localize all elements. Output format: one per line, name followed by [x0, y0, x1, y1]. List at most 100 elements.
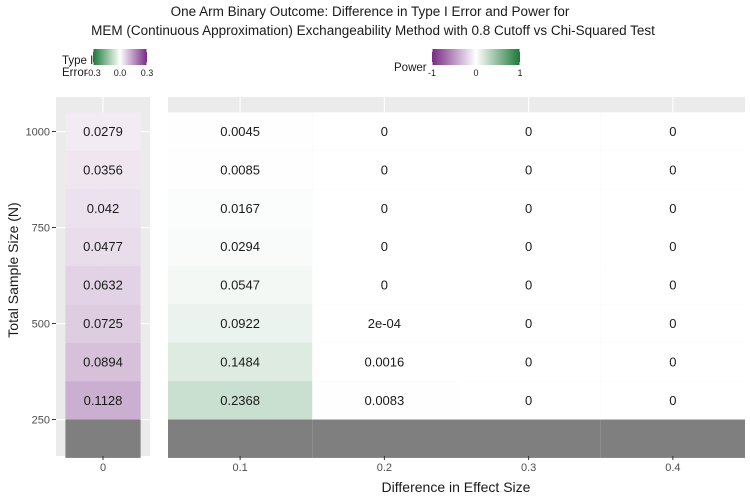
heatmap-cell: [456, 342, 601, 382]
cell-label: 0: [525, 201, 532, 216]
heatmap-cell: [600, 189, 745, 228]
chart-title-line-1: One Arm Binary Outcome: Difference in Ty…: [171, 4, 570, 19]
y-axis-title: Total Sample Size (N): [5, 202, 21, 337]
cell-label: 0.0725: [83, 316, 123, 331]
legend-tick-label: -0.3: [85, 68, 101, 78]
y-tick-label: 250: [32, 415, 50, 427]
heatmap-cell: [456, 265, 601, 305]
y-axis: 250 500 750 1000: [26, 127, 56, 427]
heatmap-cell: [600, 304, 745, 343]
cell-label: 0.0279: [83, 124, 123, 139]
cell-label: 0: [669, 354, 676, 369]
heatmap-cell: [456, 419, 601, 458]
heatmap-cell: [65, 342, 141, 382]
heatmap-cell: [168, 265, 313, 305]
cell-label: 0: [525, 124, 532, 139]
cell-label: 0: [525, 316, 532, 331]
heatmap-cell: [168, 189, 313, 228]
legend-tick-label: 0: [473, 68, 478, 78]
heatmap-cell: [168, 381, 313, 420]
x-tick-label: 0.3: [521, 462, 536, 474]
heatmap-cell: [65, 265, 141, 305]
heatmap-cell: [600, 381, 745, 420]
chart-title: One Arm Binary Outcome: Difference in Ty…: [91, 4, 655, 38]
x-tick-label: 0.4: [665, 462, 680, 474]
cell-label: 0.0547: [220, 278, 260, 293]
heatmap-cell: [600, 150, 745, 190]
cell-label: 0.0894: [83, 354, 123, 369]
heatmap-cell: [65, 381, 141, 420]
heatmap-cell: [312, 189, 457, 228]
heatmap-cell: [65, 304, 141, 343]
cell-label: 0: [381, 162, 388, 177]
chart-title-line-2: MEM (Continuous Approximation) Exchangea…: [91, 23, 655, 38]
heatmap-cell: [456, 381, 601, 420]
x-tick-label: 0: [100, 462, 106, 474]
panel-type1: 0.0279 0.0356 0.042 0.0477 0.0632 0.0725 0.089…: [56, 97, 150, 474]
heatmap-cell: [65, 150, 141, 190]
heatmap-cell: [456, 112, 601, 151]
heatmap-cell: [600, 342, 745, 382]
cell-label: 0.0085: [220, 162, 260, 177]
heatmap-cell: [312, 419, 457, 458]
cell-label: 0: [669, 124, 676, 139]
heatmap-cell: [600, 265, 745, 305]
heatmap-cell: [600, 419, 745, 458]
cell-label: 0: [525, 239, 532, 254]
heatmap-cell: [168, 342, 313, 382]
legend-power: Power -1 0 1: [394, 49, 523, 78]
heatmap-cell: [312, 342, 457, 382]
cell-label: 0.0632: [83, 278, 123, 293]
cell-label: 0: [381, 201, 388, 216]
tiles: 0.0045 0.0085 0.0167 0.0294 0.0547 0.0922 0.14…: [168, 112, 745, 458]
heatmap-cell: [456, 227, 601, 266]
cell-label: 0.2368: [220, 393, 260, 408]
heatmap-cell: [168, 304, 313, 343]
heatmap-cell: [600, 112, 745, 151]
legend-colorbar: [93, 49, 147, 65]
x-axis-title: Difference in Effect Size: [382, 479, 531, 495]
heatmap-cell: [65, 227, 141, 266]
cell-label: 0.0045: [220, 124, 260, 139]
cell-label: 0.0016: [364, 354, 404, 369]
cell-label: 0: [669, 201, 676, 216]
cell-label: 0: [381, 124, 388, 139]
legend-colorbar: [432, 49, 520, 65]
legend-title: Type I: [62, 55, 93, 67]
cell-label: 2e-04: [368, 316, 401, 331]
legend-title: Error: [62, 67, 88, 79]
x-tick-label: 0.2: [377, 462, 392, 474]
cell-label: 0: [381, 239, 388, 254]
heatmap-cell: [456, 189, 601, 228]
heatmap-cell: [312, 381, 457, 420]
heatmap-cell: [456, 150, 601, 190]
heatmap-cell: [312, 150, 457, 190]
cell-label: 0.0294: [220, 239, 260, 254]
cell-label: 0: [381, 278, 388, 293]
cell-label: 0: [525, 162, 532, 177]
x-axis: 0.1 0.2 0.3 0.4: [232, 456, 681, 474]
heatmap-cell: [168, 150, 313, 190]
y-tick-label: 1000: [26, 127, 50, 139]
heatmap-cell: [312, 304, 457, 343]
legend-tick-label: -1: [428, 68, 436, 78]
heatmap-cell: [168, 419, 313, 458]
cell-label: 0: [525, 278, 532, 293]
legend-title: Power: [394, 62, 427, 74]
cell-label: 0: [669, 393, 676, 408]
legend-tick-label: 0.0: [114, 68, 127, 78]
cell-label: 0: [669, 278, 676, 293]
cell-label: 0.0356: [83, 162, 123, 177]
cell-label: 0.0922: [220, 316, 260, 331]
heatmap-cell: [600, 227, 745, 266]
plot-panels: 0.0279 0.0356 0.042 0.0477 0.0632 0.0725 0.089…: [26, 97, 745, 474]
cell-label: 0.1484: [220, 354, 260, 369]
heatmap-cell: [65, 419, 141, 458]
heatmap-cell: [65, 112, 141, 151]
heatmap-cell: [312, 112, 457, 151]
legend-tick-label: 1: [517, 68, 522, 78]
cell-label: 0.042: [87, 201, 120, 216]
cell-label: 0.0167: [220, 201, 260, 216]
